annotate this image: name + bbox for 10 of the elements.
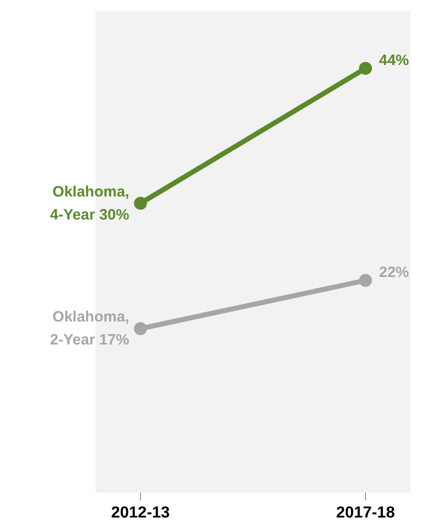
data-label: 44% [378, 52, 410, 69]
point [358, 62, 372, 75]
point [134, 322, 147, 336]
point [134, 196, 147, 210]
text: Oklahoma, 2-Year 17% [50, 308, 130, 349]
data-label: 22% [378, 264, 410, 281]
point [358, 274, 372, 287]
x-tick-label: 2012-13 [111, 504, 170, 522]
x-tick-label: 2017-18 [336, 504, 395, 522]
text: Oklahoma, 4-Year 30% [50, 183, 130, 224]
